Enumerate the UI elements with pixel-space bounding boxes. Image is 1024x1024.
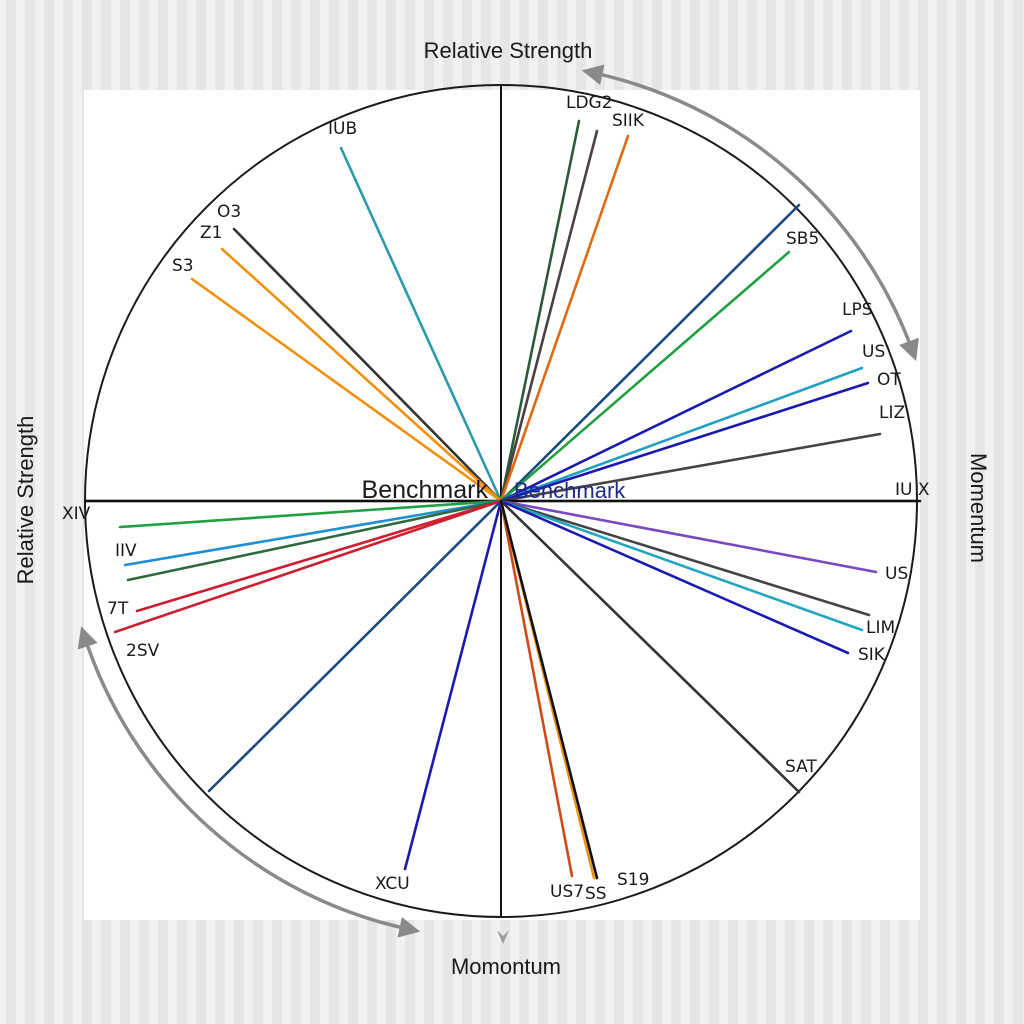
series-line [499, 381, 870, 503]
series-line [499, 134, 630, 503]
series-label: US7 [550, 882, 584, 902]
series-line [499, 499, 801, 794]
series-line [499, 499, 574, 878]
series-label: LDG2 [566, 93, 613, 113]
series-line [499, 250, 791, 503]
series-line [118, 499, 503, 529]
series-label: SAT [785, 757, 817, 777]
series-line [126, 499, 503, 582]
series-line [499, 499, 871, 617]
rotation-arrow-icon [77, 626, 421, 938]
series-line [207, 499, 503, 793]
series-line [499, 329, 853, 503]
series-line [135, 499, 503, 613]
series-label: IIV [115, 541, 137, 561]
series-line [113, 499, 503, 634]
series-line [499, 499, 864, 632]
series-label: LIZ [879, 403, 905, 423]
series-line [499, 499, 878, 574]
series-label: 2SV [126, 641, 160, 661]
series-label: XCU [375, 874, 410, 894]
series-label: SIIK [612, 111, 645, 131]
series-line [499, 499, 850, 655]
series-label: US [862, 342, 885, 362]
series-label: XIV [62, 504, 91, 524]
series-label: O3 [217, 202, 241, 222]
series-line [499, 129, 599, 503]
series-line [499, 203, 801, 503]
series-label: LPS [842, 300, 873, 320]
series-label: Z1 [200, 223, 222, 243]
series-line [190, 277, 503, 503]
axis-title-top: Relative Strength [423, 38, 593, 63]
series-lines [84, 119, 922, 880]
benchmark-label-right: Benchmark [514, 478, 626, 503]
series-line [499, 499, 599, 880]
axis-title-bottom: Momontum [450, 954, 562, 979]
series-label: SS [585, 884, 607, 904]
series-line [232, 227, 503, 503]
series-label: S19 [617, 870, 649, 890]
series-line [499, 119, 581, 503]
series-line [499, 432, 882, 503]
axis-title-left: Relative Strength [13, 415, 38, 585]
rotation-arrows [77, 64, 919, 938]
benchmark-label-left: Benchmark [361, 476, 488, 504]
series-label: S3 [172, 256, 194, 276]
series-label: LIM [866, 618, 895, 638]
series-label: OT [877, 370, 901, 390]
rotation-arrow-icon [581, 64, 919, 362]
series-line [220, 247, 503, 503]
series-label: SIK [858, 645, 886, 665]
series-line [123, 499, 503, 567]
series-label: 7T [107, 599, 129, 619]
series-line [403, 499, 503, 871]
series-label: US [885, 564, 908, 584]
bottom-marker-icon [497, 930, 509, 944]
series-label: SB5 [786, 229, 819, 249]
series-label: IUB [328, 119, 357, 139]
series-label: IU X [895, 480, 930, 500]
series-line [339, 146, 503, 503]
axis-title-right: Momentum [966, 452, 991, 564]
series-line [499, 366, 864, 503]
